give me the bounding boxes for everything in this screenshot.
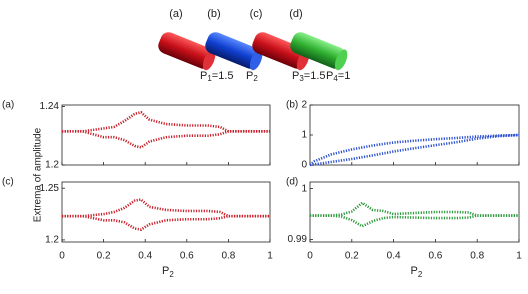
x-label-symbol: P [162,265,169,277]
panel-label: (c) [2,177,14,188]
param-subscript: 2 [253,74,258,83]
data-line [62,214,270,231]
x-label-subscript: 2 [169,270,174,279]
y-tick-label: 0.99 [288,234,308,245]
y-tick-label: 2 [301,100,307,111]
y-tick-label: 1 [301,130,307,141]
parameter-label: P3=1.5 [292,70,326,83]
x-tick-label: 0.8 [470,251,484,262]
y-tick-label: 1 [301,183,307,194]
x-tick-label: 0.6 [180,251,194,262]
x-tick-label: 0.2 [97,251,111,262]
x-tick-label: 0 [307,251,313,262]
y-tick-label: 1.2 [45,160,59,171]
schematic-label: (a) [169,8,182,20]
panel-label: (a) [2,100,14,111]
cylinders [158,32,348,71]
plot-frame [309,104,520,166]
x-axis-label: P2 [162,265,174,279]
data-line [62,198,270,218]
param-subscript: 3 [299,74,304,83]
x-label-subscript: 2 [418,270,423,279]
panel-label: (b) [286,100,298,111]
y-tick-label: 0 [301,160,307,171]
parameter-label: P2 [246,70,258,83]
y-tick-label: 1.24 [40,101,60,112]
data-line [62,130,270,149]
panel-label: (d) [286,177,298,188]
parameter-label: P4=1 [326,70,350,83]
param-symbol: P [326,70,333,82]
schematic-label: (d) [289,8,302,20]
x-tick-label: 0.6 [428,251,442,262]
param-symbol: P [246,70,253,82]
x-tick-label: 0.4 [138,251,152,262]
x-axis-label: P2 [411,265,423,279]
x-tick-label: 0.8 [221,251,235,262]
param-symbol: P [200,70,207,82]
y-tick-label: 1.25 [40,183,60,194]
data-line [309,133,520,167]
param-symbol: P [292,70,299,82]
plot-frame [61,181,271,243]
x-label-symbol: P [411,265,418,277]
x-tick-label: 0 [59,251,65,262]
param-subscript: 4 [333,74,338,83]
schematic-label: (b) [207,8,220,20]
plot-frame [309,181,520,243]
data-line [310,201,519,217]
plot-frame [61,104,271,166]
data-line [310,214,519,228]
param-value: =1.5 [212,70,234,82]
x-tick-label: 0.4 [387,251,401,262]
y-tick-label: 1.2 [45,235,59,246]
x-tick-label: 0.2 [345,251,359,262]
data-line [309,133,520,166]
x-tick-label: 1 [516,251,522,262]
parameter-label: P1=1.5 [200,70,234,83]
data-line [62,110,270,133]
param-value: =1.5 [304,70,326,82]
x-tick-label: 1 [267,251,273,262]
y-axis-label: Extrema of amplitude [33,127,44,222]
param-value: =1 [338,70,351,82]
param-subscript: 1 [207,74,212,83]
schematic-label: (c) [250,8,263,20]
